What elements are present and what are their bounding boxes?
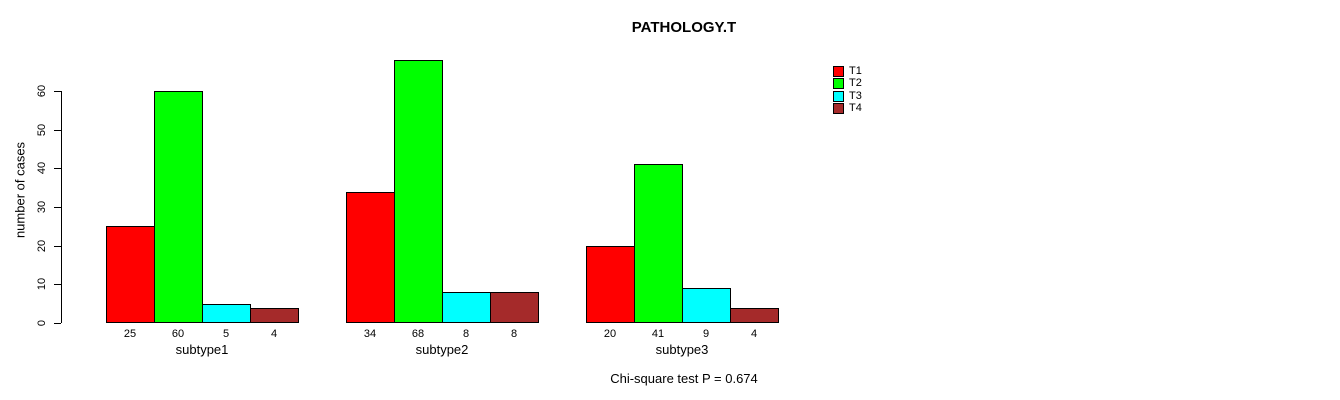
bar-T2-subtype3 (634, 164, 683, 323)
y-tick-mark (54, 91, 61, 92)
bar-value-label: 4 (750, 328, 758, 340)
y-tick-label: 40 (36, 161, 48, 175)
legend-label: T2 (849, 77, 862, 90)
bar-value-label: 34 (363, 328, 377, 340)
y-tick-mark (54, 207, 61, 208)
legend: T1 T2 T3 T4 (833, 65, 862, 115)
bar-value-label: 68 (411, 328, 425, 340)
legend-label: T4 (849, 102, 862, 115)
bar-T3-subtype2 (442, 292, 491, 323)
y-tick-mark (54, 246, 61, 247)
legend-swatch-T3 (833, 90, 844, 102)
y-tick-mark (54, 323, 61, 324)
legend-label: T3 (849, 89, 862, 102)
bar-T1-subtype2 (346, 192, 395, 323)
bar-value-label: 8 (510, 328, 518, 340)
x-category-label: subtype3 (655, 342, 709, 357)
bar-value-label: 4 (270, 328, 278, 340)
x-category-label: subtype1 (175, 342, 229, 357)
bar-T2-subtype1 (154, 91, 203, 323)
legend-item-T3: T3 (833, 90, 862, 103)
y-tick-label: 50 (36, 123, 48, 137)
y-tick-label: 0 (36, 319, 48, 327)
legend-item-T1: T1 (833, 65, 862, 78)
bar-T4-subtype3 (730, 308, 779, 323)
legend-swatch-T1 (833, 65, 844, 77)
bar-value-label: 5 (222, 328, 230, 340)
legend-item-T4: T4 (833, 103, 862, 116)
bar-T4-subtype2 (490, 292, 539, 323)
legend-item-T2: T2 (833, 78, 862, 91)
y-tick-label: 20 (36, 239, 48, 253)
bar-T2-subtype2 (394, 60, 443, 323)
y-tick-label: 10 (36, 277, 48, 291)
x-category-label: subtype2 (415, 342, 469, 357)
bar-T4-subtype1 (250, 308, 299, 323)
bar-T3-subtype3 (682, 288, 731, 323)
y-tick-mark (54, 284, 61, 285)
y-tick-label: 60 (36, 84, 48, 98)
legend-swatch-T4 (833, 103, 844, 115)
y-tick-mark (54, 168, 61, 169)
bar-value-label: 20 (603, 328, 617, 340)
y-axis-line (61, 91, 62, 323)
y-axis-label: number of cases (12, 141, 28, 239)
chart-title: PATHOLOGY.T (631, 19, 737, 36)
bar-value-label: 60 (171, 328, 185, 340)
bar-T3-subtype1 (202, 304, 251, 323)
bar-value-label: 25 (123, 328, 137, 340)
bar-T1-subtype1 (106, 226, 155, 323)
chi-square-note: Chi-square test P = 0.674 (610, 371, 758, 386)
bar-value-label: 8 (462, 328, 470, 340)
y-tick-mark (54, 130, 61, 131)
y-tick-label: 30 (36, 200, 48, 214)
bar-T1-subtype3 (586, 246, 635, 323)
bar-value-label: 9 (702, 328, 710, 340)
legend-swatch-T2 (833, 78, 844, 90)
bar-value-label: 41 (651, 328, 665, 340)
legend-label: T1 (849, 64, 862, 77)
